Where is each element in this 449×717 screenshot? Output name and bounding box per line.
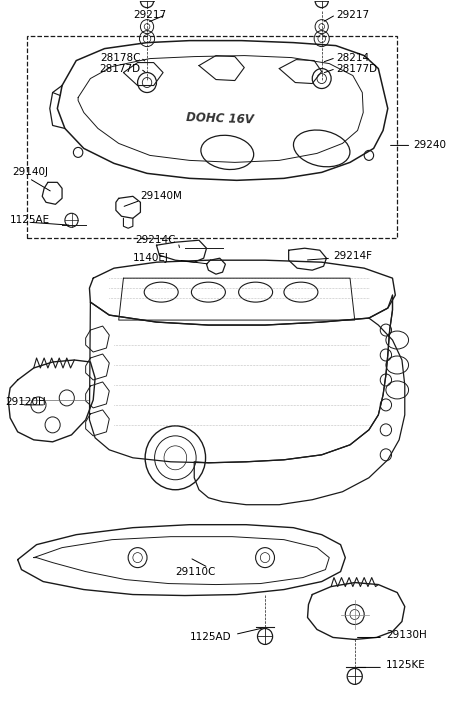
Text: 29110C: 29110C: [176, 566, 216, 576]
Bar: [27, 36, 397, 238]
Text: 29217: 29217: [336, 9, 369, 19]
Text: DOHC 16V: DOHC 16V: [185, 111, 254, 126]
Text: 1125AD: 1125AD: [189, 632, 231, 642]
Text: 28214: 28214: [336, 52, 369, 62]
Text: 1140EJ: 1140EJ: [133, 253, 169, 263]
Text: 29240: 29240: [413, 141, 446, 151]
Text: 1125AE: 1125AE: [10, 215, 50, 225]
Text: 29140M: 29140M: [141, 191, 182, 201]
Text: 29214C: 29214C: [135, 235, 175, 245]
Text: 29130H: 29130H: [386, 630, 427, 640]
Text: 29120H: 29120H: [5, 397, 46, 407]
Text: 29140J: 29140J: [12, 167, 48, 177]
Text: 28177D: 28177D: [99, 64, 141, 74]
Text: 29217: 29217: [133, 9, 166, 19]
Text: 1125KE: 1125KE: [386, 660, 426, 670]
Text: 28178C: 28178C: [100, 52, 141, 62]
Text: 28177D: 28177D: [336, 64, 377, 74]
Text: 29214F: 29214F: [333, 251, 372, 261]
